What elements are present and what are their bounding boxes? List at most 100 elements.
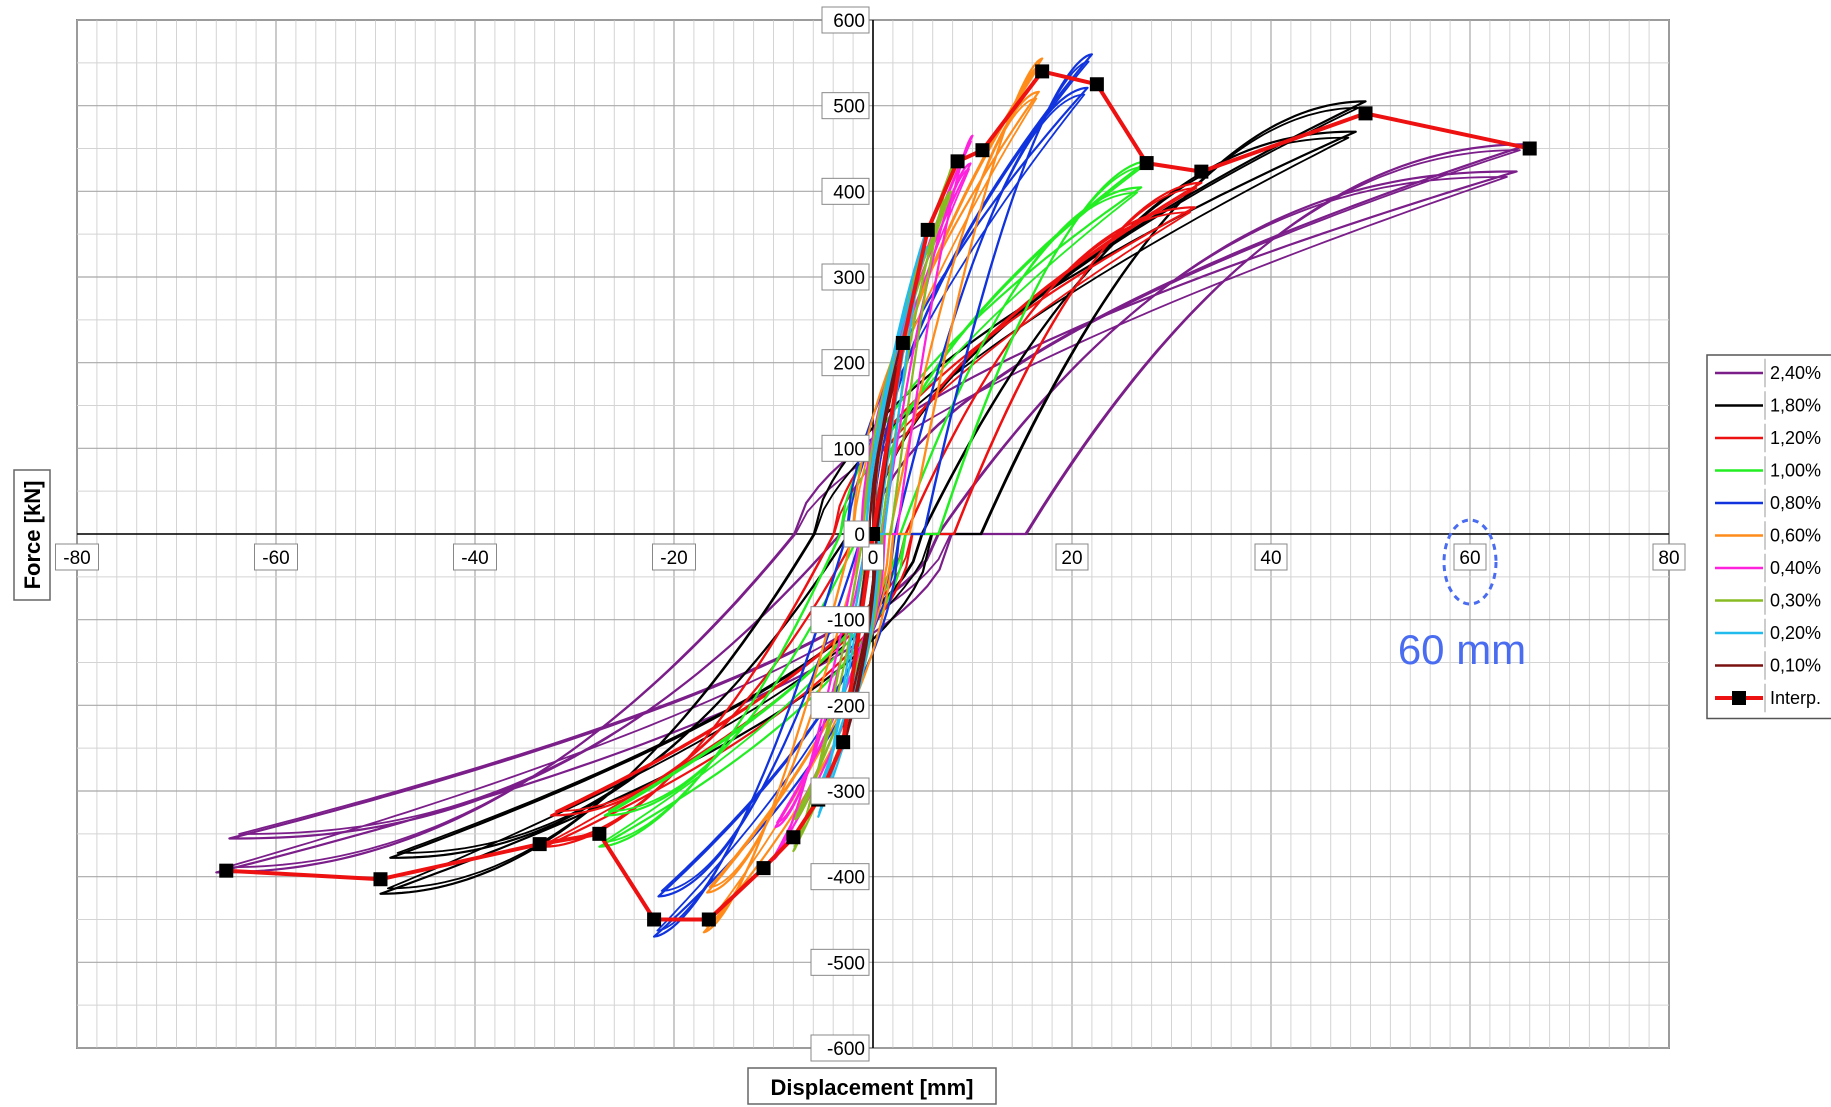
series-line [386,107,1359,890]
legend-label: 0,80% [1770,493,1821,513]
annotation-text: 60 mm [1398,626,1526,673]
annotation: 60 mm [1398,518,1526,673]
envelope-point [532,837,547,852]
envelope-point [373,872,388,887]
envelope-point [592,826,607,841]
legend-label: 0,10% [1770,656,1821,676]
legend-entry: 0,20% [1715,618,1821,648]
x-tick-box [1453,543,1487,571]
series-line [602,165,1144,843]
x-tick-label: 20 [1061,548,1082,569]
y-tick-label: 300 [833,268,865,289]
y-tick-box [810,948,870,976]
series-3 [543,181,1203,848]
series-line [215,143,1531,874]
y-tick-box [821,6,870,34]
envelope-point [836,735,851,750]
y-tick-label: -200 [827,696,865,717]
x-tick-box [1652,543,1686,571]
envelope-point [950,154,965,169]
annotation-ellipse [1442,518,1498,606]
x-tick-label: 40 [1260,548,1281,569]
envelope-point [786,830,801,845]
envelope-group [219,64,1537,927]
legend-entry: 0,40% [1715,553,1821,583]
y-tick-label: 600 [833,11,865,32]
legend-entry: Interp. [1715,683,1821,713]
y-tick-box [843,520,870,548]
envelope-point [1358,106,1373,121]
y-tick-label: -300 [827,782,865,803]
legend-entry: 1,80% [1715,391,1821,420]
y-tick-label: 200 [833,354,865,375]
y-tick-label: 100 [833,439,865,460]
legend-label: 1,80% [1770,396,1821,416]
x-tick-label: -60 [262,548,289,569]
y-tick-label: 400 [833,182,865,203]
envelope-point [756,861,771,876]
y-axis-title-group: Force [kN] [13,469,51,601]
envelope-point [1522,141,1537,156]
x-tick-label: 0 [868,548,879,569]
legend-label: 0,30% [1770,591,1821,611]
y-tick-box [810,863,870,891]
x-tick-box [862,543,884,571]
series-1 [215,143,1531,874]
envelope-point [920,222,935,237]
legend-label: 0,20% [1770,623,1821,643]
legend-entry: 0,30% [1715,586,1821,615]
envelope-point [1089,77,1104,92]
y-tick-box [821,263,870,291]
y-tick-box [810,1034,870,1062]
series-line [225,149,1521,869]
envelope-point [1194,164,1209,179]
envelope-point [895,335,910,350]
y-tick-label: -400 [827,868,865,889]
legend-entry: 0,10% [1715,651,1821,680]
x-axis-title: Displacement [mm] [771,1075,974,1100]
y-tick-box [821,434,870,462]
y-tick-box [821,177,870,205]
y-tick-label: -600 [827,1039,865,1060]
series-2 [379,100,1367,895]
legend: 2,40% 1,80% 1,20% 1,00% 0,80% 0,60% 0,40% 0,30%… [1706,354,1831,720]
envelope-point [219,863,234,878]
envelope-point [1035,64,1050,79]
x-tick-box [1055,543,1089,571]
legend-marker [1732,691,1746,705]
y-tick-box [810,606,870,634]
y-tick-label: 0 [854,525,865,546]
legend-label: 1,20% [1770,428,1821,448]
x-tick-label: -40 [461,548,488,569]
x-tick-box [453,543,497,571]
x-axis-title-group: Displacement [mm] [747,1067,997,1105]
legend-entry: 0,60% [1715,521,1821,550]
y-tick-label: -100 [827,611,865,632]
y-axis-title: Force [kN] [20,481,45,590]
x-tick-box [1254,543,1288,571]
envelope-point [1139,156,1154,171]
x-tick-label: 60 [1459,548,1480,569]
legend-entry: 1,00% [1715,456,1821,485]
series-4 [598,160,1148,848]
x-tick-box [652,543,696,571]
legend-entry: 1,20% [1715,423,1821,453]
envelope-point [647,912,662,927]
envelope-point [701,912,716,927]
tick-labels: -80 -60 -40 -20 0 20 40 60 80-600-500-400-300-20… [55,6,1686,1062]
x-tick-label: 80 [1658,548,1679,569]
x-tick-label: -80 [63,548,90,569]
y-tick-box [821,92,870,120]
envelope-point [975,143,990,158]
legend-label: 0,40% [1770,558,1821,578]
y-tick-box [810,691,870,719]
y-tick-label: -500 [827,953,865,974]
y-tick-label: 500 [833,97,865,118]
x-tick-label: -20 [660,548,687,569]
legend-entry: 2,40% [1715,358,1821,388]
series-line [548,187,1198,843]
y-tick-box [821,349,870,377]
y-tick-box [810,777,870,805]
legend-label: 2,40% [1770,363,1821,383]
